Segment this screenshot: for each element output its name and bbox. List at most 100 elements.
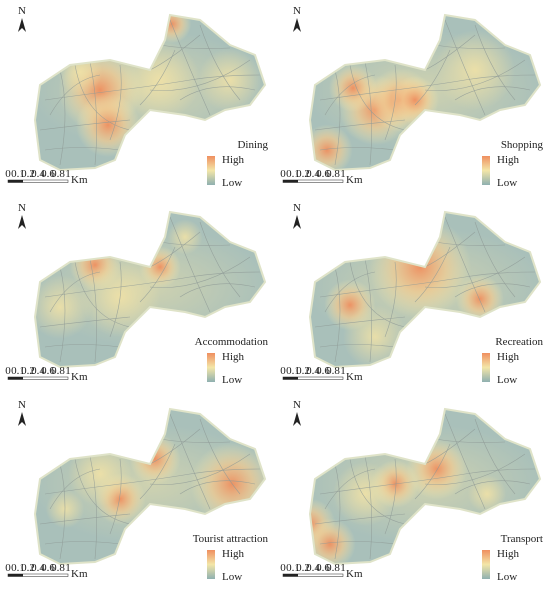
scale-unit: Km xyxy=(346,174,363,186)
legend-ramp xyxy=(482,353,490,382)
scale-label: 0.8 xyxy=(51,168,65,180)
scale-label: 1 xyxy=(65,562,71,574)
street xyxy=(149,256,251,288)
district-border xyxy=(33,210,267,369)
hotspot xyxy=(329,64,377,112)
street xyxy=(149,59,251,91)
street xyxy=(59,463,66,560)
scale-label: 1 xyxy=(340,168,346,180)
scale-bar-fill xyxy=(283,377,298,380)
street xyxy=(444,413,486,510)
scale-label: 0.2 xyxy=(296,365,310,377)
hotspot xyxy=(467,474,507,514)
street xyxy=(49,468,101,510)
street xyxy=(434,438,506,443)
street xyxy=(49,271,101,313)
north-arrow xyxy=(18,18,26,32)
hotspot xyxy=(391,76,439,124)
street xyxy=(324,468,376,510)
street xyxy=(49,74,101,116)
legend-low: Low xyxy=(222,177,242,189)
map-panel: N 0 0.10.20.40.60.8 1 Km Tourist attraction Hi… xyxy=(5,399,268,583)
street xyxy=(109,458,122,535)
scale-bar-fill xyxy=(283,180,298,183)
street xyxy=(434,44,506,49)
legend-ramp xyxy=(207,353,215,382)
scale-unit: Km xyxy=(71,568,88,580)
street xyxy=(179,480,256,495)
scale-label: 0.6 xyxy=(316,365,330,377)
street xyxy=(334,463,341,560)
scale-label: 0.4 xyxy=(31,562,45,574)
legend-high: High xyxy=(497,548,520,560)
district-border xyxy=(308,13,542,172)
scale-bar-fill xyxy=(8,574,23,577)
street xyxy=(384,458,397,535)
street xyxy=(444,216,486,313)
street xyxy=(324,271,376,313)
map-panel: N 0 0.10.20.40.60.8 1 Km Shopping High Low xyxy=(280,5,543,189)
street xyxy=(454,480,531,495)
map-panel: N 0 0.10.20.40.60.8 1 Km Dining High Low xyxy=(5,5,268,189)
street xyxy=(319,147,396,151)
legend-high: High xyxy=(222,548,245,560)
district xyxy=(310,15,540,170)
street xyxy=(424,256,526,288)
hotspot xyxy=(198,48,262,112)
street xyxy=(454,86,531,101)
street xyxy=(334,69,341,166)
north-label: N xyxy=(293,202,301,214)
scale-label: 0.8 xyxy=(51,562,65,574)
panel-title: Transport xyxy=(501,533,543,545)
street xyxy=(474,221,516,298)
scale-label: 0.8 xyxy=(326,365,340,377)
street xyxy=(314,316,406,328)
street xyxy=(324,74,376,116)
street xyxy=(74,261,131,328)
street xyxy=(424,453,526,485)
street xyxy=(74,458,131,525)
scale-label: 0.6 xyxy=(316,168,330,180)
legend-ramp xyxy=(482,156,490,185)
scale-label: 0 xyxy=(280,365,286,377)
street xyxy=(414,443,451,500)
district xyxy=(35,15,265,170)
scale-label: 1 xyxy=(65,365,71,377)
street xyxy=(319,541,396,545)
scale-label: 0.6 xyxy=(41,168,55,180)
legend-ramp xyxy=(207,550,215,579)
street xyxy=(314,513,406,525)
scale-label: 0.2 xyxy=(296,562,310,574)
scale-label: 1 xyxy=(65,168,71,180)
street xyxy=(434,241,506,246)
scale-label: 0.4 xyxy=(306,365,320,377)
hotspot xyxy=(368,215,472,319)
district-border xyxy=(308,407,542,566)
scale-bar-fill xyxy=(8,377,23,380)
hotspot xyxy=(389,213,421,245)
scale-label: 0 xyxy=(280,168,286,180)
scale-label: 0.2 xyxy=(296,168,310,180)
scale-label: 0.8 xyxy=(51,365,65,377)
scale-label: 0.6 xyxy=(316,562,330,574)
scale-label: 0.2 xyxy=(21,562,35,574)
legend-high: High xyxy=(222,351,245,363)
street xyxy=(74,64,131,131)
north-label: N xyxy=(293,399,301,411)
legend-high: High xyxy=(497,154,520,166)
street xyxy=(169,413,211,510)
scale-label: 0.1 xyxy=(11,562,25,574)
north-label: N xyxy=(18,202,26,214)
north-arrow xyxy=(18,412,26,426)
street xyxy=(199,418,241,495)
street xyxy=(139,443,176,500)
street xyxy=(169,216,211,313)
scale-label: 1 xyxy=(340,562,346,574)
street xyxy=(39,513,131,525)
street xyxy=(454,283,531,298)
street xyxy=(44,147,121,151)
north-label: N xyxy=(293,5,301,17)
street xyxy=(444,19,486,116)
street xyxy=(39,316,131,328)
